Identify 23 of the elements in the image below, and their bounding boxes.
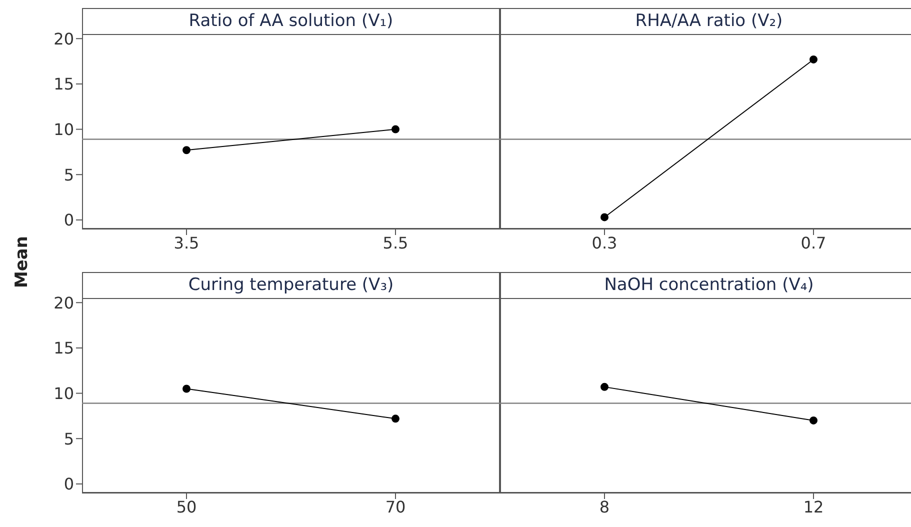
x-tick-label: 50 <box>176 497 197 516</box>
y-tick-label: 20 <box>54 29 74 48</box>
y-tick-label: 0 <box>64 210 74 230</box>
x-tick-label: 0.3 <box>592 233 618 252</box>
y-tick-label: 15 <box>54 74 74 94</box>
chart-title: RHA/AA ratio (V₂) <box>500 8 911 35</box>
x-tick-label: 8 <box>599 497 610 516</box>
x-tick-label: 70 <box>385 497 406 516</box>
y-tick-label: 5 <box>64 165 74 184</box>
chart-title: Curing temperature (V₃) <box>82 272 500 299</box>
chart-title: Ratio of AA solution (V₁) <box>82 8 500 35</box>
y-tick-label: 20 <box>54 293 74 312</box>
y-tick-label: 5 <box>64 429 74 448</box>
y-tick-label: 0 <box>64 474 74 494</box>
x-tick-label: 12 <box>803 497 824 516</box>
x-tick-label: 5.5 <box>382 233 408 252</box>
y-tick-label: 10 <box>54 384 74 403</box>
chart-title: NaOH concentration (V₄) <box>500 272 911 299</box>
y-tick-label: 10 <box>54 120 74 139</box>
y-tick-label: 15 <box>54 338 74 358</box>
y-axis-title: Mean <box>12 236 32 288</box>
x-tick-label: 3.5 <box>174 233 200 252</box>
x-tick-label: 0.7 <box>800 233 826 252</box>
